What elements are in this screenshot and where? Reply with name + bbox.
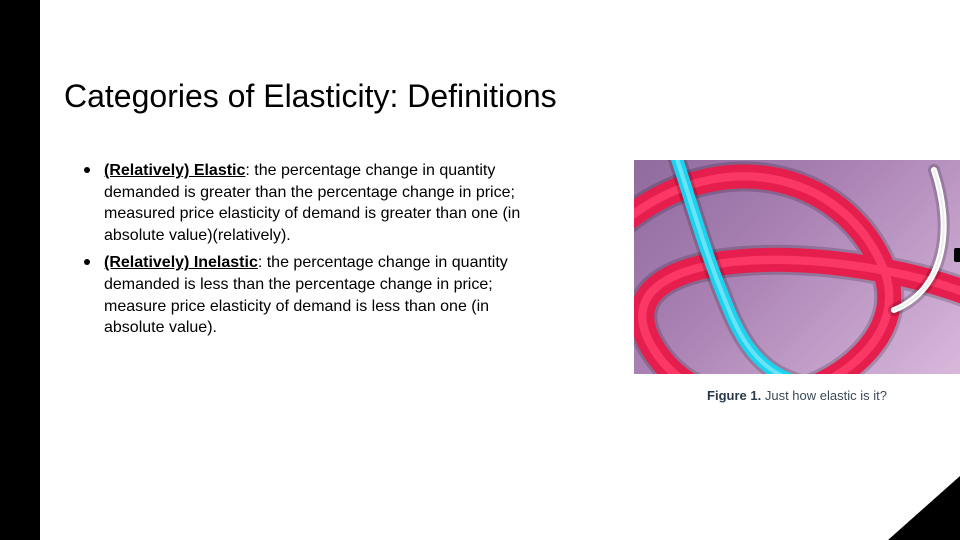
rubber-band-icon bbox=[634, 160, 960, 374]
figure: Figure 1. Just how elastic is it? bbox=[634, 160, 960, 403]
figure-image bbox=[634, 160, 960, 374]
edge-marker bbox=[954, 248, 960, 262]
figure-caption-text: Just how elastic is it? bbox=[765, 388, 887, 403]
bullet-icon bbox=[84, 259, 90, 265]
side-stripe bbox=[0, 0, 40, 540]
bullet-icon bbox=[84, 167, 90, 173]
bullet-term: (Relatively) Elastic bbox=[104, 162, 245, 179]
list-item: (Relatively) Inelastic: the percentage c… bbox=[84, 252, 522, 338]
bullet-term: (Relatively) Inelastic bbox=[104, 254, 258, 271]
list-item: (Relatively) Elastic: the percentage cha… bbox=[84, 160, 522, 246]
slide-title: Categories of Elasticity: Definitions bbox=[64, 78, 557, 115]
figure-label: Figure 1. bbox=[707, 388, 761, 403]
bullet-text: (Relatively) Elastic: the percentage cha… bbox=[104, 160, 522, 246]
bullet-list: (Relatively) Elastic: the percentage cha… bbox=[84, 160, 522, 345]
figure-caption: Figure 1. Just how elastic is it? bbox=[634, 388, 960, 403]
bullet-text: (Relatively) Inelastic: the percentage c… bbox=[104, 252, 522, 338]
corner-accent bbox=[888, 476, 960, 540]
